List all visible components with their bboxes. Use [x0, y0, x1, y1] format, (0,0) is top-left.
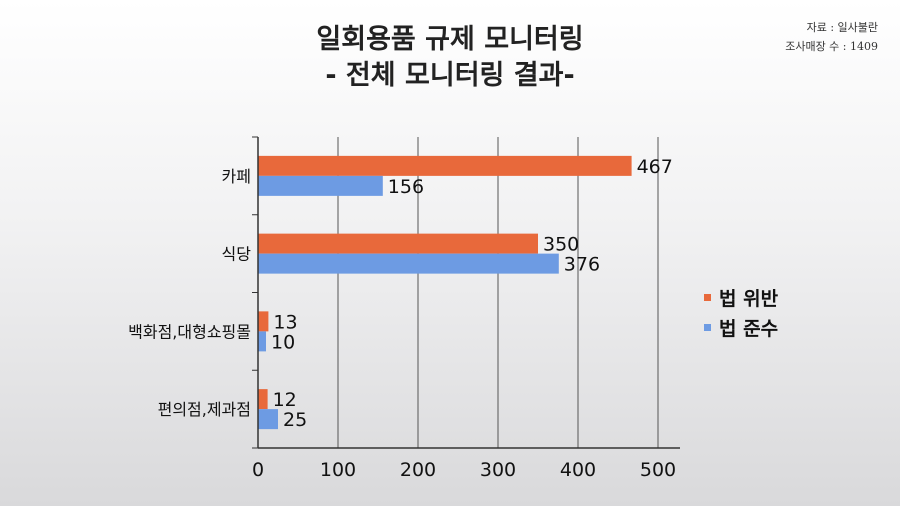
legend-swatch-violation — [704, 293, 711, 301]
category-label: 백화점,대형쇼핑몰 — [128, 322, 251, 341]
legend: 법 위반 법 준수 — [704, 282, 778, 342]
legend-label-violation: 법 위반 — [719, 287, 779, 310]
data-label: 350 — [543, 234, 579, 256]
bar — [258, 155, 632, 176]
source-line2: 조사매장 수 : 1409 — [785, 40, 878, 53]
bar — [258, 389, 268, 410]
data-label: 156 — [388, 176, 424, 198]
chart-title-line1: 일회용품 규제 모니터링 — [316, 24, 584, 55]
source-note: 자료 : 일사불란 조사매장 수 : 1409 — [785, 18, 878, 56]
data-label: 376 — [564, 254, 600, 276]
x-tick-label: 300 — [480, 459, 516, 481]
data-label: 13 — [273, 311, 297, 333]
category-label: 카페 — [222, 167, 251, 186]
x-tick-label: 200 — [400, 459, 436, 481]
x-tick-label: 0 — [252, 459, 264, 481]
chart-title: 일회용품 규제 모니터링 - 전체 모니터링 결과- — [0, 22, 900, 94]
bar — [258, 233, 538, 254]
bar — [258, 331, 266, 352]
bar — [258, 409, 278, 430]
category-label: 편의점,제과점 — [158, 400, 251, 419]
legend-item-compliance: 법 준수 — [704, 312, 778, 342]
data-label: 12 — [273, 389, 297, 411]
bar — [258, 175, 383, 196]
legend-label-compliance: 법 준수 — [719, 317, 779, 340]
x-tick-label: 500 — [640, 459, 676, 481]
category-label: 식당 — [222, 245, 252, 264]
bar — [258, 253, 559, 274]
legend-item-violation: 법 위반 — [704, 282, 778, 312]
data-label: 467 — [637, 156, 673, 178]
source-line1: 자료 : 일사불란 — [806, 21, 878, 34]
data-label: 10 — [271, 331, 295, 353]
bar — [258, 311, 269, 332]
legend-swatch-compliance — [704, 323, 711, 331]
chart-title-line2: - 전체 모니터링 결과- — [325, 60, 575, 91]
x-tick-label: 400 — [560, 459, 596, 481]
x-tick-label: 100 — [320, 459, 356, 481]
data-label: 25 — [283, 409, 307, 431]
